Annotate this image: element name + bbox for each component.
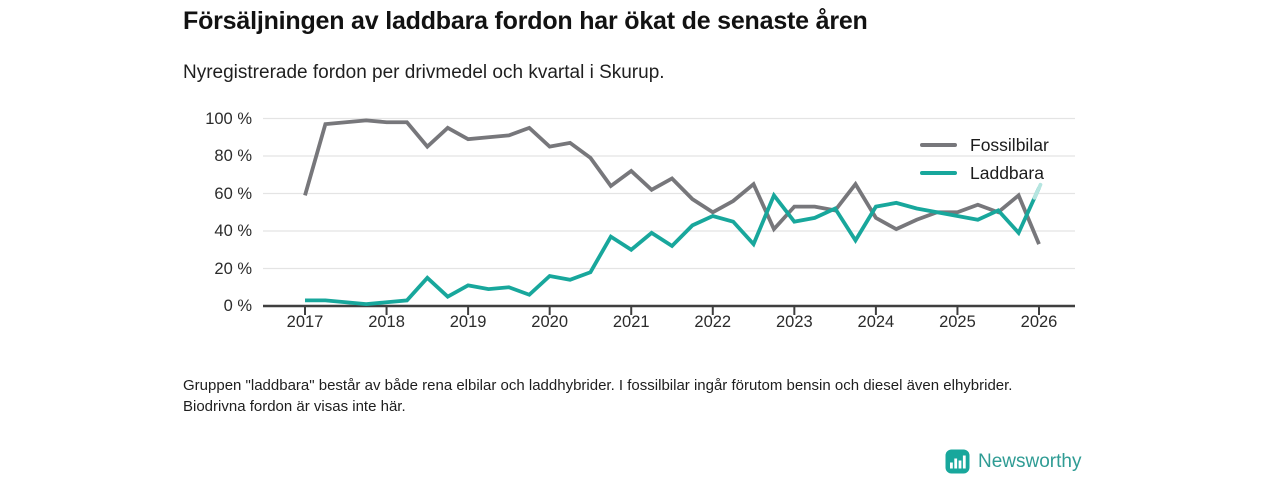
bar-chart-icon [945, 449, 970, 474]
x-axis-label: 2025 [939, 313, 976, 331]
chart-title: Försäljningen av laddbara fordon har öka… [183, 7, 868, 35]
legend: Fossilbilar Laddbara [920, 131, 1049, 187]
legend-swatch-laddbara [920, 171, 957, 175]
x-axis-label: 2022 [694, 313, 732, 331]
x-axis-label: 2018 [368, 313, 405, 331]
footnote: Gruppen "laddbara" består av både rena e… [183, 377, 1013, 415]
x-axis-label: 2019 [449, 313, 487, 331]
y-axis-label: 20 % [214, 259, 252, 278]
x-axis-label: 2023 [775, 313, 813, 331]
legend-label-fossilbilar: Fossilbilar [970, 134, 1049, 155]
laddbara-line [305, 187, 1041, 307]
laddbara-line-preliminary-tip [1032, 182, 1043, 200]
x-axis-label: 2020 [531, 313, 569, 331]
chart-subtitle: Nyregistrerade fordon per drivmedel och … [183, 62, 665, 83]
x-axis-label: 2017 [286, 313, 324, 331]
y-axis-label: 0 % [223, 297, 252, 315]
newsworthy-logo: Newsworthy [945, 449, 1081, 474]
y-axis-label: 80 % [214, 147, 252, 165]
legend-item-fossilbilar: Fossilbilar [920, 131, 1049, 159]
legend-item-laddbara: Laddbara [920, 159, 1049, 187]
y-axis-label: 60 % [214, 184, 252, 203]
x-axis-label: 2024 [857, 313, 895, 331]
brand-name: Newsworthy [978, 450, 1082, 472]
legend-label-laddbara: Laddbara [970, 162, 1044, 183]
y-axis-label: 40 % [214, 222, 252, 240]
x-axis-label: 2021 [612, 313, 650, 331]
x-axis-label: 2026 [1020, 313, 1058, 331]
y-axis-label: 100 % [205, 109, 252, 128]
legend-swatch-fossilbilar [920, 143, 957, 147]
fossilbilar-line [303, 118, 1041, 245]
